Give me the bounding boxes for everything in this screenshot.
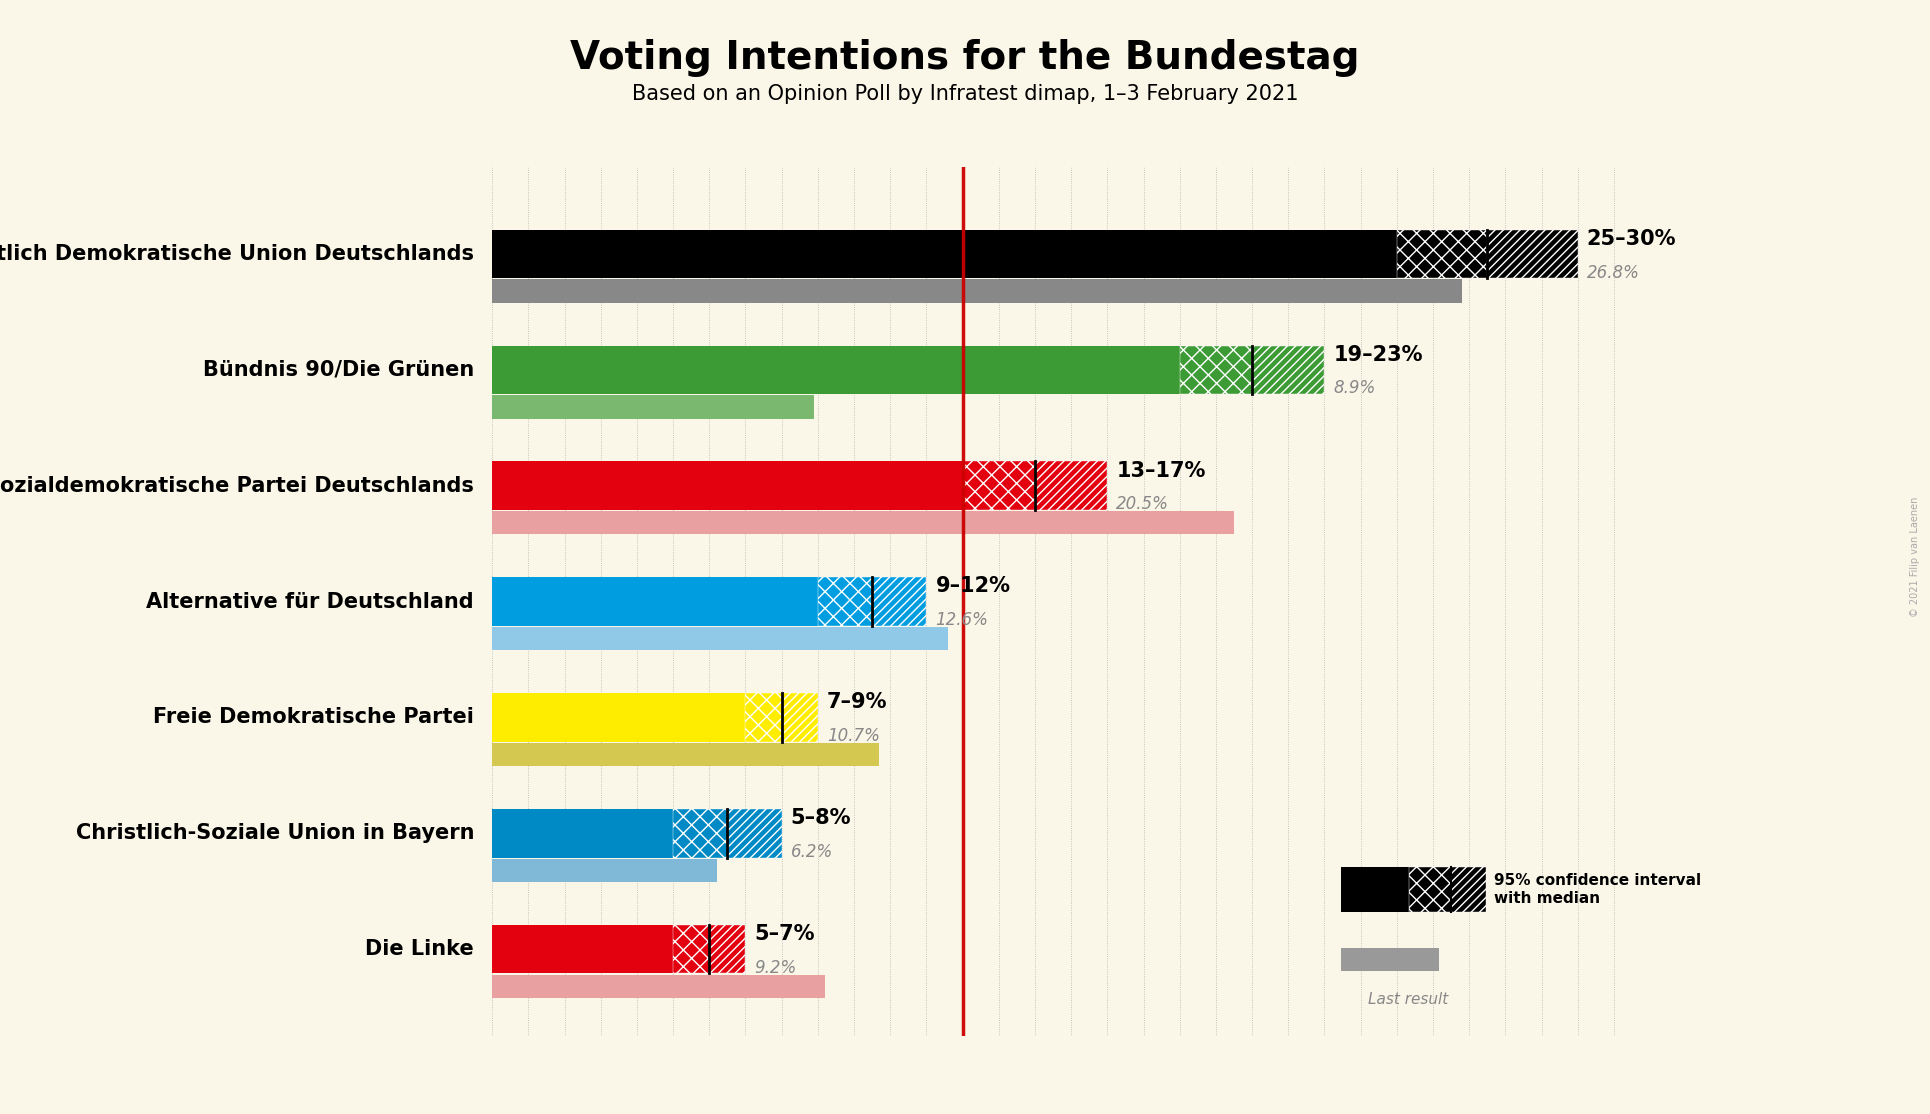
Bar [492,345,1179,394]
Text: Voting Intentions for the Bundestag: Voting Intentions for the Bundestag [569,39,1361,77]
Bar [1341,867,1409,912]
Text: Freie Demokratische Partei: Freie Demokratische Partei [152,707,475,727]
Text: Last result: Last result [1368,993,1449,1007]
Bar [492,975,824,998]
Bar [492,511,1233,535]
Bar [1034,461,1108,510]
Bar [1488,229,1577,278]
Bar [492,280,1463,303]
Bar [492,461,963,510]
Bar [728,809,782,858]
Bar [1253,345,1324,394]
Bar [963,461,1034,510]
Bar [492,577,818,626]
Bar [492,627,948,651]
Text: 25–30%: 25–30% [1586,229,1677,248]
Bar [492,229,1397,278]
Bar [492,809,674,858]
Text: Bündnis 90/Die Grünen: Bündnis 90/Die Grünen [203,360,475,380]
Text: 9–12%: 9–12% [936,577,1011,596]
Bar [492,395,814,419]
Bar [710,925,745,974]
Text: 10.7%: 10.7% [826,727,880,745]
Bar [674,809,728,858]
Text: 5–8%: 5–8% [791,809,851,828]
Bar [492,925,674,974]
Bar [818,577,872,626]
Text: 6.2%: 6.2% [791,843,834,861]
Text: 13–17%: 13–17% [1116,461,1206,480]
Text: Christlich-Soziale Union in Bayern: Christlich-Soziale Union in Bayern [75,823,475,843]
Text: 12.6%: 12.6% [936,612,988,629]
Bar [492,743,880,766]
Bar [492,693,745,742]
Bar [1451,867,1486,912]
Bar [872,577,926,626]
Bar [1397,229,1488,278]
Text: 95% confidence interval
with median: 95% confidence interval with median [1494,873,1700,906]
Bar [745,693,782,742]
Text: Alternative für Deutschland: Alternative für Deutschland [147,592,475,612]
Text: 9.2%: 9.2% [755,959,797,977]
Text: © 2021 Filip van Laenen: © 2021 Filip van Laenen [1909,497,1920,617]
Bar [1341,948,1438,971]
Bar [782,693,818,742]
Text: Die Linke: Die Linke [365,939,475,959]
Text: 19–23%: 19–23% [1334,345,1422,364]
Text: 5–7%: 5–7% [755,925,814,944]
Bar [1179,345,1253,394]
Bar [492,859,716,882]
Text: Based on an Opinion Poll by Infratest dimap, 1–3 February 2021: Based on an Opinion Poll by Infratest di… [631,84,1299,104]
Text: 7–9%: 7–9% [826,693,888,712]
Text: 8.9%: 8.9% [1334,380,1376,398]
Text: 20.5%: 20.5% [1116,496,1170,514]
Bar [674,925,710,974]
Text: 26.8%: 26.8% [1586,264,1640,282]
Text: Sozialdemokratische Partei Deutschlands: Sozialdemokratische Partei Deutschlands [0,476,475,496]
Bar [1409,867,1451,912]
Text: Christlich Demokratische Union Deutschlands: Christlich Demokratische Union Deutschla… [0,244,475,264]
